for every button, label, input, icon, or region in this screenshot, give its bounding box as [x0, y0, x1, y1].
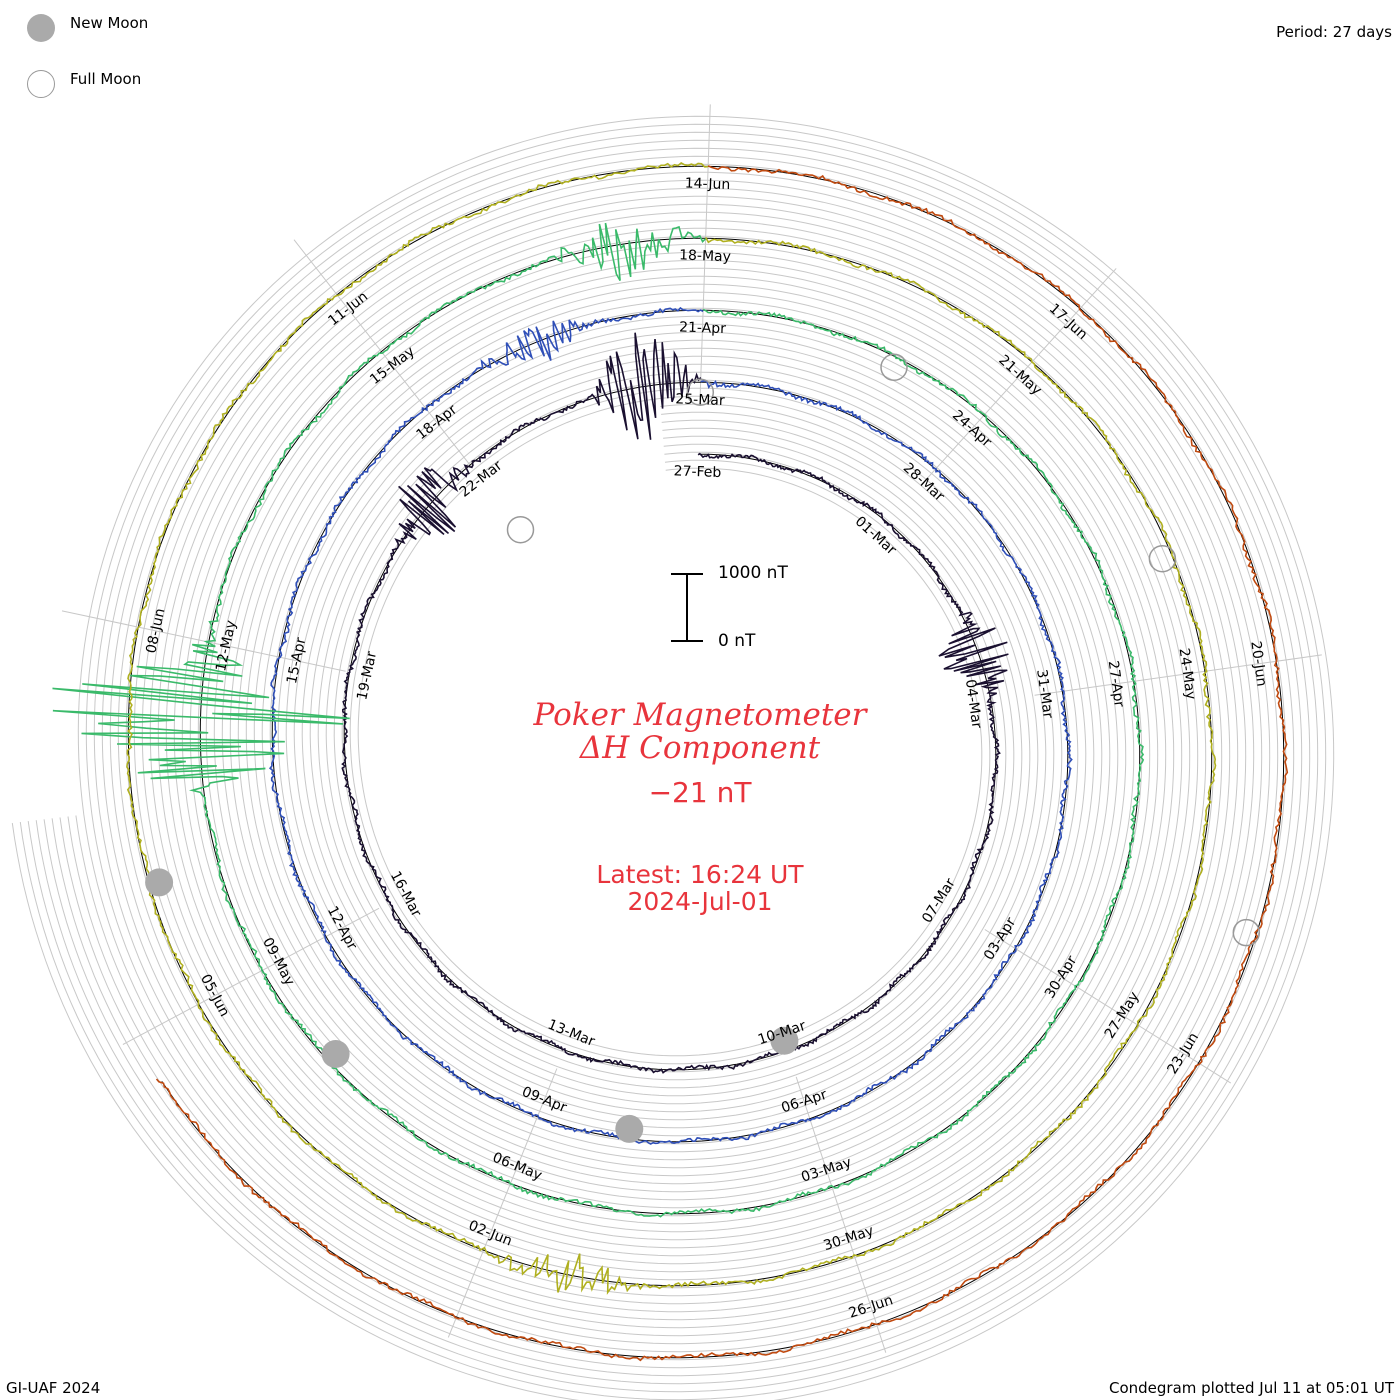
full-moon-marker — [1232, 918, 1261, 947]
date-tick-label: 04-Mar — [962, 678, 985, 729]
scale-bar — [671, 573, 703, 642]
current-value: −21 nT — [648, 776, 752, 809]
grid-arc — [19, 123, 1327, 1400]
date-tick-label: 26-Jun — [847, 1292, 895, 1321]
grid-arc — [75, 179, 1271, 1345]
grid-arc — [11, 115, 1335, 1400]
grid-spoke — [984, 929, 1232, 1084]
grid-arc — [27, 131, 1319, 1393]
full-moon-legend-icon — [27, 70, 55, 98]
trace-period-3 — [52, 222, 1145, 1218]
scale-bottom-label: 0 nT — [718, 631, 756, 651]
date-tick-label: 17-Jun — [1046, 301, 1091, 343]
full-moon-marker — [686, 378, 715, 406]
chart-subtitle: ΔH Component — [579, 730, 821, 766]
full-moon-legend-label: Full Moon — [70, 70, 142, 88]
grid-spoke — [1034, 654, 1322, 696]
new-moon-marker — [615, 1114, 644, 1143]
latest-date: 2024-Jul-01 — [627, 887, 773, 916]
full-moon-marker — [1148, 544, 1177, 573]
trace-period-4 — [126, 162, 1217, 1295]
grid-arc — [67, 171, 1279, 1353]
new-moon-marker — [770, 1026, 799, 1055]
date-tick-label: 24-May — [1176, 647, 1199, 701]
plotted-timestamp: Condegram plotted Jul 11 at 05:01 UT — [1108, 1379, 1394, 1397]
moon-phase-markers — [145, 353, 1261, 1143]
grid-spoke — [61, 610, 346, 672]
new-moon-legend-label: New Moon — [70, 14, 149, 32]
date-tick-label: 03-May — [799, 1154, 853, 1185]
date-tick-label: 21-Apr — [679, 319, 727, 337]
new-moon-marker — [145, 868, 174, 897]
trace-period-5 — [155, 165, 1289, 1362]
date-tick-label: 27-Feb — [673, 463, 721, 481]
grid-spoke — [921, 268, 1117, 485]
date-tick-label: 20-Jun — [1247, 640, 1269, 687]
grid-spoke — [795, 1076, 887, 1353]
magnetometer-traces — [52, 162, 1289, 1362]
grid-spoke — [293, 239, 473, 469]
grid-spoke — [699, 104, 711, 395]
grid-spoke — [122, 907, 380, 1045]
polar-grid — [11, 104, 1335, 1400]
trace-period-1 — [341, 332, 1009, 1074]
date-tick-label: 27-Apr — [1105, 660, 1127, 709]
date-tick-label: 25-Mar — [675, 391, 725, 409]
new-moon-marker — [321, 1040, 350, 1068]
date-tick-label: 11-Jun — [325, 289, 371, 330]
date-tick-label: 18-Apr — [413, 402, 460, 444]
period-label: Period: 27 days — [1276, 23, 1392, 41]
grid-spoke — [447, 1068, 558, 1338]
credit-label: GI-UAF 2024 — [6, 1379, 101, 1397]
full-moon-marker — [880, 353, 908, 382]
scale-top-label: 1000 nT — [718, 563, 788, 583]
date-tick-label: 14-Jun — [684, 176, 730, 194]
grid-arc — [43, 147, 1303, 1377]
date-tick-label: 18-May — [679, 247, 731, 265]
grid-arc — [35, 139, 1311, 1385]
grid-arc — [51, 155, 1295, 1369]
chart-title: Poker Magnetometer — [533, 697, 867, 733]
date-tick-label: 06-Apr — [779, 1087, 829, 1117]
date-tick-label: 30-May — [822, 1223, 876, 1254]
full-moon-marker — [506, 515, 535, 544]
new-moon-legend-icon — [27, 14, 55, 42]
date-tick-label: 31-Mar — [1033, 668, 1056, 719]
trace-period-2 — [268, 306, 1073, 1145]
latest-time: Latest: 16:24 UT — [596, 860, 804, 889]
date-tick-label: 13-Mar — [545, 1017, 597, 1050]
